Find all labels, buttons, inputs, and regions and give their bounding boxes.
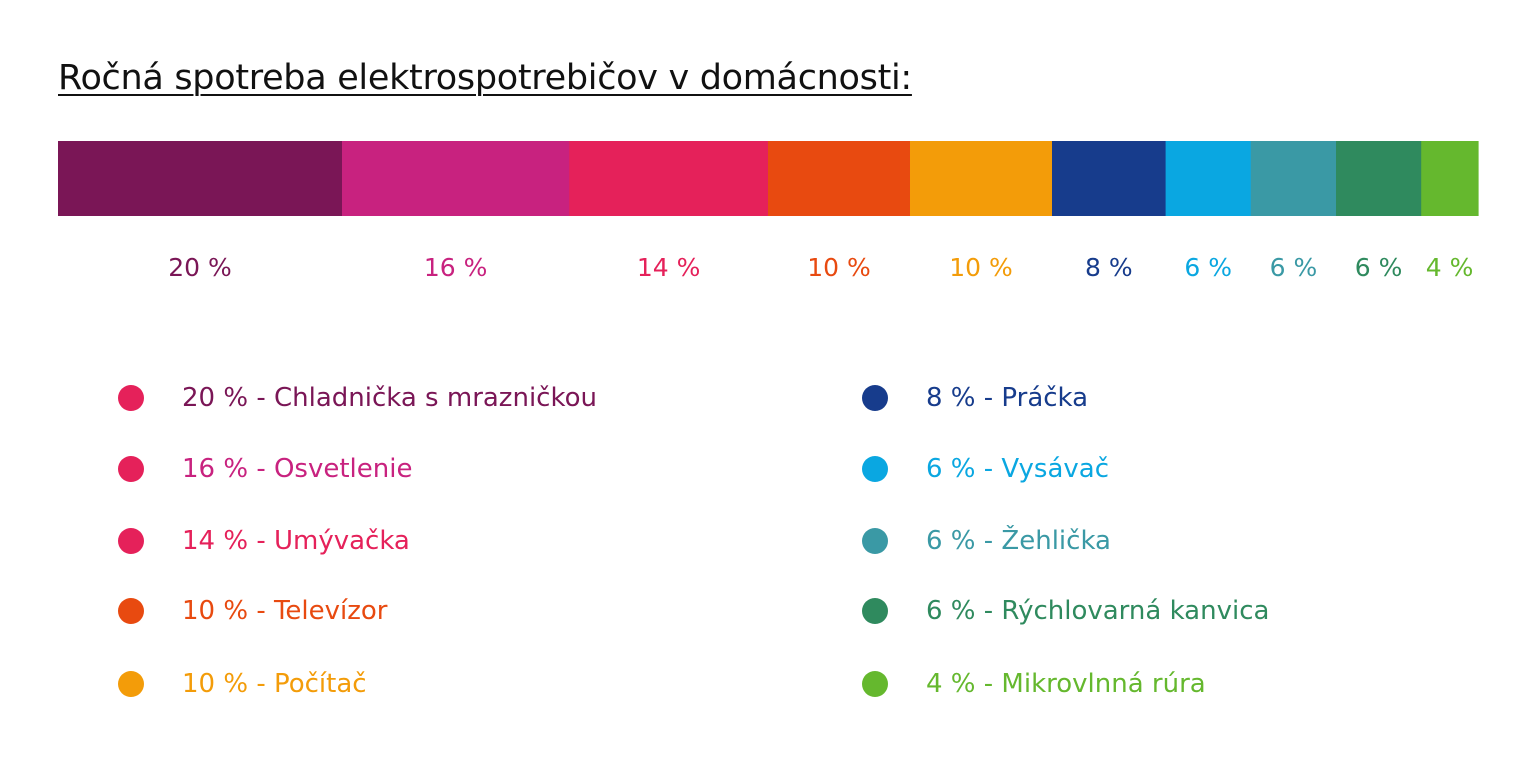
data-label-7: 6 %: [1184, 253, 1232, 282]
legend-item: 14 % - Umývačka: [118, 521, 410, 561]
legend-dot-icon: [118, 528, 144, 554]
legend-dot-icon: [118, 456, 144, 482]
bar-segment-1: [58, 141, 343, 216]
data-label-5: 10 %: [949, 253, 1013, 282]
legend-label: 20 % - Chladnička s mrazničkou: [182, 383, 597, 413]
bar-data-labels: 20 % 16 % 14 % 10 % 10 % 8 % 6 % 6 % 6 % 4 %: [168, 253, 1473, 282]
bar-segment-6: [1052, 141, 1167, 216]
data-label-6: 8 %: [1085, 253, 1133, 282]
legend-dot-icon: [118, 385, 144, 411]
legend-label: 14 % - Umývačka: [182, 526, 410, 556]
data-label-1: 20 %: [168, 253, 232, 282]
data-label-10: 4 %: [1426, 253, 1474, 282]
legend-item: 4 % - Mikrovlnná rúra: [862, 664, 1206, 704]
data-label-2: 16 %: [424, 253, 488, 282]
legend-label: 10 % - Televízor: [182, 596, 388, 626]
legend-item: 20 % - Chladnička s mrazničkou: [118, 378, 597, 418]
bar-segment-4: [768, 141, 911, 216]
legend-dot-icon: [862, 671, 888, 697]
data-label-9: 6 %: [1355, 253, 1403, 282]
bar-segment-7: [1165, 141, 1252, 216]
bar-segment-10: [1421, 141, 1479, 216]
legend-label: 6 % - Žehlička: [926, 526, 1111, 556]
bar-segment-9: [1336, 141, 1422, 216]
data-label-4: 10 %: [807, 253, 871, 282]
legend-item: 10 % - Počítač: [118, 664, 367, 704]
legend-item: 6 % - Žehlička: [862, 521, 1111, 561]
legend-item: 10 % - Televízor: [118, 591, 388, 631]
legend-label: 6 % - Rýchlovarná kanvica: [926, 596, 1270, 626]
legend-dot-icon: [118, 598, 144, 624]
legend-label: 8 % - Práčka: [926, 383, 1089, 413]
legend-label: 16 % - Osvetlenie: [182, 454, 413, 484]
bar-segment-2: [342, 141, 570, 216]
legend-dot-icon: [862, 385, 888, 411]
legend-item: 8 % - Práčka: [862, 378, 1088, 418]
bar-segment-3: [569, 141, 769, 216]
chart-title: Ročná spotreba elektrospotrebičov v domá…: [58, 58, 912, 98]
legend-dot-icon: [862, 456, 888, 482]
legend-label: 4 % - Mikrovlnná rúra: [926, 669, 1206, 699]
legend-label: 10 % - Počítač: [182, 669, 367, 699]
legend-dot-icon: [118, 671, 144, 697]
bar-segment-5: [910, 141, 1053, 216]
legend-label: 6 % - Vysávač: [926, 454, 1109, 484]
legend-item: 6 % - Rýchlovarná kanvica: [862, 591, 1269, 631]
legend-dot-icon: [862, 528, 888, 554]
bar-segments: [58, 141, 1479, 216]
data-label-8: 6 %: [1270, 253, 1318, 282]
legend-item: 6 % - Vysávač: [862, 449, 1109, 489]
data-label-3: 14 %: [637, 253, 701, 282]
legend-item: 16 % - Osvetlenie: [118, 449, 412, 489]
legend-dot-icon: [862, 598, 888, 624]
bar-segment-8: [1250, 141, 1337, 216]
